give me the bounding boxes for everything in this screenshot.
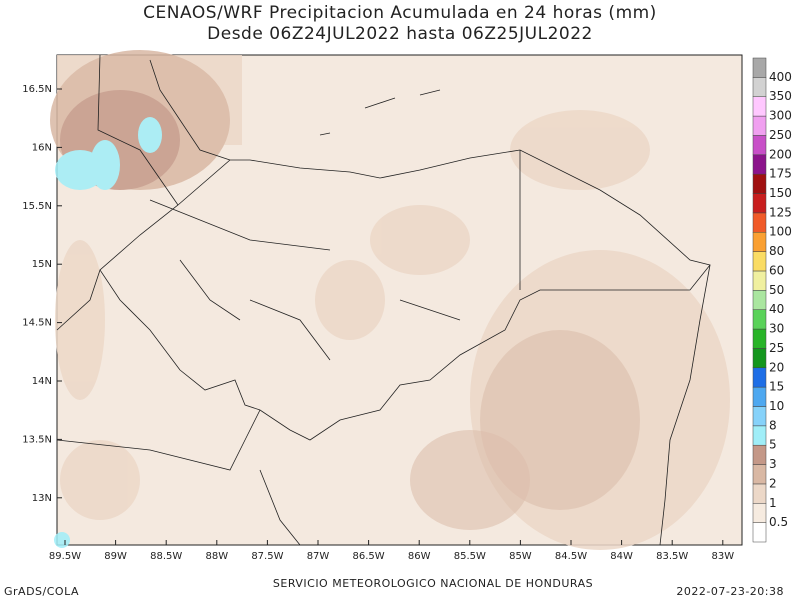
colorbar-label: 8 (769, 418, 777, 432)
lon-label: 89W (104, 551, 127, 562)
lon-label: 85.5W (454, 551, 486, 562)
lon-label: 85W (509, 551, 532, 562)
colorbar-box (752, 96, 767, 117)
colorbar-label: 300 (769, 109, 792, 123)
colorbar-box (752, 57, 767, 78)
colorbar-label: 80 (769, 244, 784, 258)
colorbar-box (752, 367, 767, 388)
colorbar-label: 250 (769, 128, 792, 142)
colorbar-box (752, 154, 767, 175)
lon-label: 86W (408, 551, 431, 562)
lat-label: 15.5N (22, 201, 52, 212)
lat-label: 13.5N (22, 434, 52, 445)
colorbar-box (752, 251, 767, 272)
colorbar-label: 1 (769, 496, 777, 510)
colorbar-label: 20 (769, 360, 784, 374)
colorbar-box (752, 115, 767, 136)
colorbar-box (752, 77, 767, 97)
colorbar-box (752, 193, 767, 214)
lat-label: 16N (32, 142, 52, 153)
colorbar-box (752, 135, 767, 156)
colorbar-box (752, 290, 767, 310)
lon-label: 89.5W (49, 551, 81, 562)
colorbar-box (752, 231, 767, 252)
colorbar-box (752, 483, 767, 504)
precip-field (50, 50, 730, 550)
lon-label: 83.5W (656, 551, 688, 562)
lon-label: 86.5W (353, 551, 385, 562)
colorbar-label: 3 (769, 457, 777, 471)
colorbar-label: 400 (769, 70, 792, 84)
colorbar-box (752, 406, 767, 427)
colorbar-label: 350 (769, 89, 792, 103)
colorbar-box (752, 425, 767, 446)
lon-label: 88.5W (150, 551, 182, 562)
colorbar-label: 150 (769, 186, 792, 200)
colorbar-label: 0.5 (769, 515, 788, 529)
lon-label: 87W (307, 551, 330, 562)
colorbar-label: 15 (769, 380, 784, 394)
colorbar-label: 60 (769, 263, 784, 277)
title-line-2: Desde 06Z24JUL2022 hasta 06Z25JUL2022 (207, 24, 593, 44)
colorbar-box (752, 444, 767, 465)
footer-left: GrADS/COLA (4, 585, 79, 598)
colorbar-box (752, 386, 767, 407)
colorbar-box (752, 212, 767, 233)
colorbar-label: 30 (769, 322, 784, 336)
lon-label: 88W (205, 551, 228, 562)
colorbar-box (752, 503, 767, 523)
colorbar-label: 10 (769, 399, 784, 413)
lat-label: 14.5N (22, 318, 52, 329)
borders (56, 54, 711, 546)
lat-label: 13N (32, 493, 52, 504)
colorbar-box (752, 270, 767, 291)
colorbar-label: 40 (769, 302, 784, 316)
colorbar: 0.5 1 2 3 5 8 10 15 20 25 30 40 50 60 80 100 125 150 175 20… (752, 57, 792, 543)
footer-right: 2022-07-23-20:38 (676, 585, 784, 598)
lon-label: 84W (610, 551, 633, 562)
colorbar-label: 5 (769, 438, 777, 452)
colorbar-label: 125 (769, 205, 792, 219)
lat-label: 16.5N (22, 84, 52, 95)
colorbar-label: 25 (769, 341, 784, 355)
colorbar-box (752, 348, 767, 369)
colorbar-label: 2 (769, 476, 777, 490)
colorbar-label: 200 (769, 147, 792, 161)
colorbar-label: 175 (769, 167, 792, 181)
lon-label: 87.5W (251, 551, 283, 562)
title-line-1: CENAOS/WRF Precipitacion Acumulada en 24… (143, 3, 657, 23)
lon-label: 84.5W (555, 551, 587, 562)
footer-center: SERVICIO METEOROLOGICO NACIONAL DE HONDU… (273, 577, 593, 590)
map (50, 50, 743, 550)
colorbar-label: 50 (769, 283, 784, 297)
colorbar-box (752, 309, 767, 330)
lon-label: 83W (711, 551, 734, 562)
lat-label: 14N (32, 376, 52, 387)
colorbar-box (752, 173, 767, 194)
colorbar-box (752, 328, 767, 349)
colorbar-box (752, 522, 767, 543)
colorbar-label: 100 (769, 225, 792, 239)
colorbar-box (752, 464, 767, 485)
lat-label: 15N (32, 259, 52, 270)
